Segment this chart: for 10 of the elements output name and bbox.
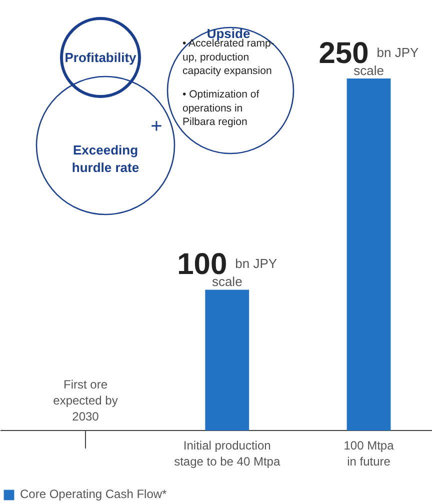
x-tick-label: 100 Mtpa in future <box>344 438 394 469</box>
annotation: First ore expected by 2030 <box>53 378 118 424</box>
annotation: + <box>150 116 162 138</box>
annotation: Exceeding hurdle rate <box>72 142 140 175</box>
legend-label: Core Operating Cash Flow* <box>20 487 167 501</box>
annotation: • Optimization of operations in Pilbara region <box>182 88 260 128</box>
data-label: 250 bn JPY scale <box>318 37 420 78</box>
x-tick-label: Initial production stage to be 40 Mtpa <box>174 438 280 469</box>
data-label: 100 bn JPY scale <box>177 248 278 290</box>
text: Profitability <box>64 50 138 65</box>
